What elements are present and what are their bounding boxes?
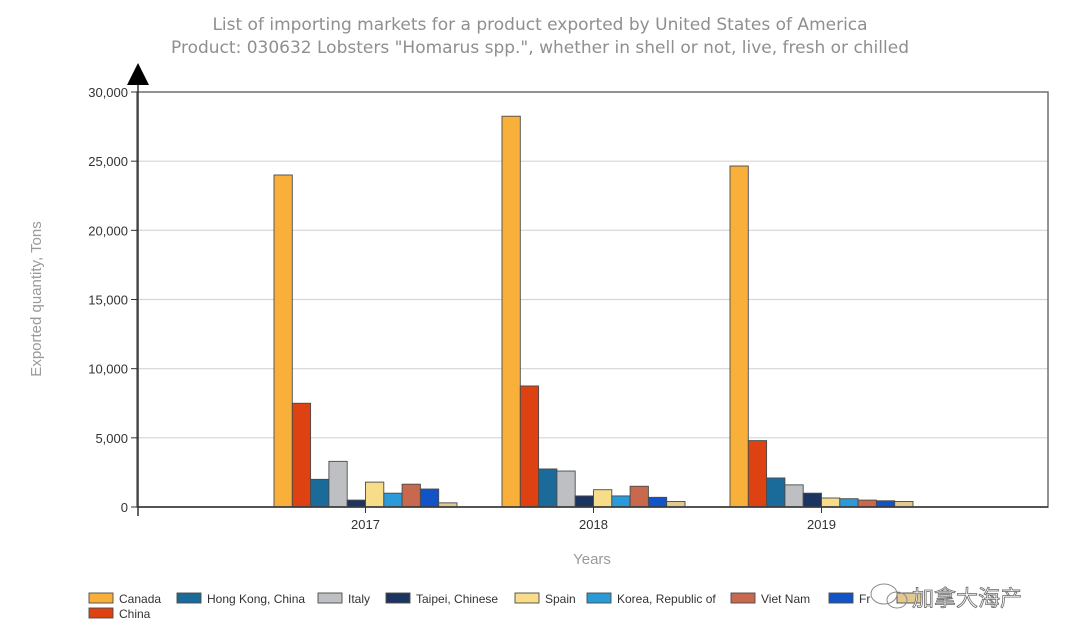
legend-item: Spain (514, 592, 576, 606)
bar (894, 501, 914, 508)
y-axis-ticks: 0 5,000 10,000 15,000 20,000 25,000 30,000 (88, 85, 138, 515)
bar (383, 492, 403, 508)
legend-label: Viet Nam (761, 592, 810, 606)
x-tick-label: 2017 (351, 517, 380, 532)
bar (839, 498, 859, 508)
bar (273, 174, 293, 508)
y-axis-title: Exported quantity, Tons (28, 221, 45, 376)
bar (666, 501, 686, 508)
y-tick-label: 10,000 (88, 362, 128, 377)
x-axis-title: Years (573, 551, 611, 568)
legend-swatch (828, 592, 854, 604)
bar (291, 402, 312, 508)
y-tick-label: 15,000 (88, 293, 128, 308)
bar (802, 492, 822, 508)
bar (611, 495, 631, 508)
bar (875, 500, 896, 508)
bars (273, 115, 914, 508)
legend-label: Hong Kong, China (207, 592, 305, 606)
y-tick-label: 25,000 (88, 154, 128, 169)
legend-label: Italy (348, 592, 370, 606)
legend-item (896, 592, 922, 604)
legend-item: Hong Kong, China (176, 592, 305, 606)
legend-item: China (88, 607, 151, 621)
x-tick-label: 2018 (579, 517, 608, 532)
bar (538, 468, 558, 508)
legend-item: Korea, Republic of (586, 592, 716, 606)
legend-swatch (176, 592, 202, 604)
legend-label: China (119, 607, 151, 621)
bar (729, 165, 749, 508)
bar (365, 481, 385, 508)
legend-label: Taipei, Chinese (416, 592, 498, 606)
y-tick-label: 0 (121, 500, 128, 515)
bar (501, 115, 521, 508)
legend-swatch (586, 592, 612, 604)
legend-swatch (317, 592, 343, 604)
legend-label: Fr (859, 592, 870, 606)
bar (857, 499, 877, 508)
x-tick-label: 2019 (807, 517, 836, 532)
bar (629, 485, 649, 508)
legend-label: Spain (545, 592, 576, 606)
legend-swatch (514, 592, 540, 604)
bar (766, 477, 786, 508)
bar (310, 478, 330, 508)
bar (519, 385, 540, 508)
bar (593, 489, 613, 508)
legend-label: Korea, Republic of (617, 592, 716, 606)
legend-item: Fr (828, 592, 870, 606)
bar (401, 483, 421, 508)
chart-subtitle: Product: 030632 Lobsters "Homarus spp.",… (171, 38, 909, 58)
y-tick-label: 20,000 (88, 223, 128, 238)
legend-swatch (88, 607, 114, 619)
bar (574, 495, 594, 508)
bar (821, 497, 841, 508)
bar (556, 470, 576, 508)
chart-title: List of importing markets for a product … (212, 15, 867, 35)
legend-swatch (896, 592, 922, 604)
legend-label: Canada (119, 592, 161, 606)
legend-item: Canada (88, 592, 161, 606)
y-axis-arrow-icon (127, 63, 149, 85)
x-axis-ticks: 2017 2018 2019 (351, 507, 836, 532)
legend-swatch (730, 592, 756, 604)
bar (747, 440, 768, 508)
bar (784, 484, 804, 508)
legend-swatch (88, 592, 114, 604)
legend-item: Italy (317, 592, 370, 606)
wechat-bubble-icon (870, 583, 908, 609)
y-tick-label: 30,000 (88, 85, 128, 100)
legend-item: Taipei, Chinese (385, 592, 498, 606)
legend-item: Viet Nam (730, 592, 810, 606)
bar (647, 496, 668, 508)
bar (346, 499, 366, 508)
legend-swatch (385, 592, 411, 604)
y-tick-label: 5,000 (95, 431, 128, 446)
bar (419, 488, 440, 508)
bar (328, 460, 348, 508)
watermark: 加拿大海产 (912, 586, 1022, 612)
